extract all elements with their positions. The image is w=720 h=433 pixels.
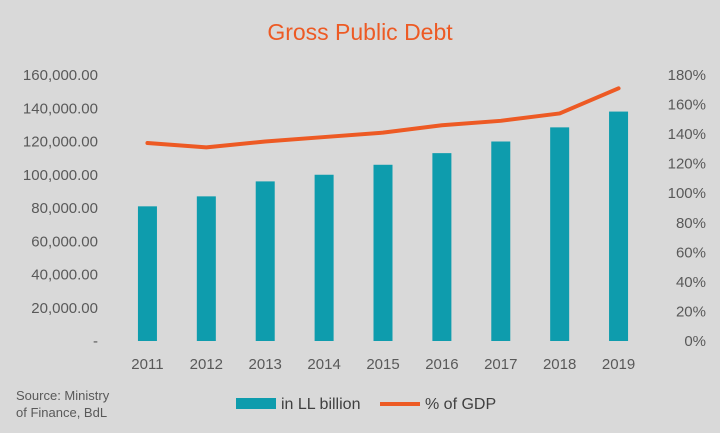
x-tick-label: 2012	[190, 356, 223, 373]
source-note: Source: Ministry of Finance, BdL	[16, 388, 110, 420]
left-tick-label: 40,000.00	[31, 267, 98, 284]
bar-series	[137, 111, 629, 342]
left-tick-label: 80,000.00	[31, 200, 98, 217]
right-tick-label: 100%	[668, 185, 706, 202]
x-tick-label: 2011	[131, 356, 163, 373]
right-tick-label: 0%	[684, 333, 706, 350]
left-tick-label: 60,000.00	[31, 233, 98, 250]
left-tick-label: 100,000.00	[23, 167, 98, 184]
left-tick-label: 120,000.00	[23, 134, 98, 151]
legend-label-line: % of GDP	[425, 396, 496, 413]
right-tick-label: 40%	[676, 274, 706, 291]
right-tick-label: 140%	[668, 126, 706, 143]
bar-2014	[314, 174, 334, 341]
left-tick-label: 20,000.00	[31, 300, 98, 317]
bar-2018	[550, 127, 570, 342]
right-tick-label: 180%	[668, 67, 706, 84]
x-tick-label: 2019	[602, 356, 635, 373]
bar-2016	[432, 153, 452, 341]
line-series	[145, 86, 621, 150]
bar-2011	[137, 206, 157, 341]
x-tick-label: 2015	[366, 356, 399, 373]
right-axis: 0% 20% 40% 60% 80% 100% 120% 140% 160% 180%	[668, 67, 706, 350]
source-line-2: of Finance, BdL	[16, 405, 107, 420]
left-tick-label: 160,000.00	[23, 67, 98, 84]
chart-title: Gross Public Debt	[267, 19, 453, 45]
x-tick-label: 2013	[249, 356, 282, 373]
pct-gdp-line	[145, 86, 621, 150]
bar-2013	[255, 181, 275, 341]
x-tick-label: 2018	[543, 356, 576, 373]
right-tick-label: 120%	[668, 156, 706, 173]
x-tick-label: 2017	[484, 356, 517, 373]
legend-swatch-bar	[236, 398, 276, 409]
bar-2012	[196, 196, 216, 341]
bar-2017	[491, 141, 511, 341]
right-tick-label: 20%	[676, 303, 706, 320]
legend: in LL billion % of GDP	[236, 396, 496, 413]
legend-label-bar: in LL billion	[281, 396, 360, 413]
bar-2015	[373, 164, 393, 341]
right-tick-label: 80%	[676, 215, 706, 232]
right-tick-label: 160%	[668, 97, 706, 114]
bar-2019	[609, 111, 629, 341]
left-axis: - 20,000.00 40,000.00 60,000.00 80,000.00 100…	[23, 67, 98, 350]
left-tick-label: -	[93, 333, 98, 350]
x-axis: 2011 2012 2013 2014 2015 2016 2017 2018 2019	[131, 356, 635, 373]
source-line-1: Source: Ministry	[16, 388, 110, 403]
right-tick-label: 60%	[676, 244, 706, 261]
x-tick-label: 2016	[425, 356, 458, 373]
x-tick-label: 2014	[307, 356, 340, 373]
left-tick-label: 140,000.00	[23, 100, 98, 117]
